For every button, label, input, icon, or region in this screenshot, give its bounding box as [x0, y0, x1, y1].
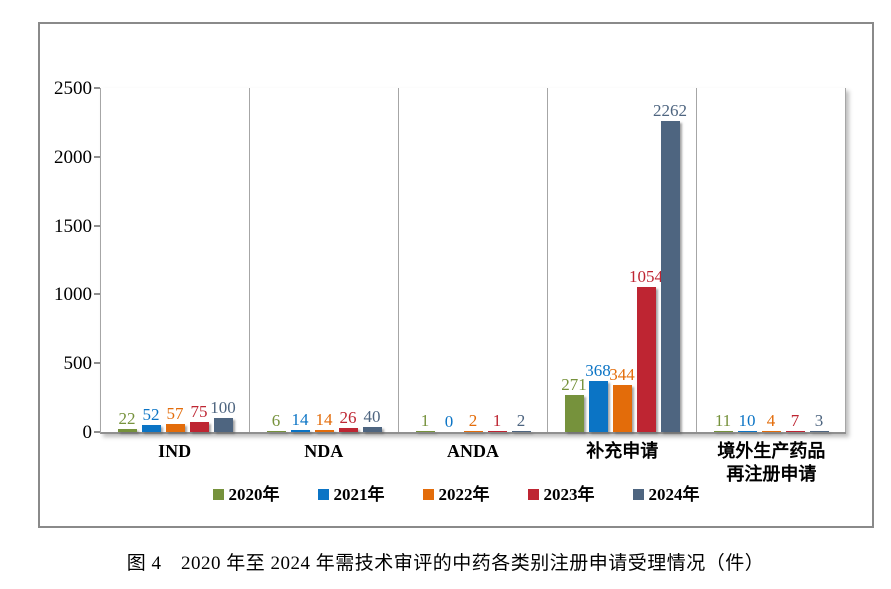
category-panel: 6 14 14 26 40	[250, 88, 399, 432]
bar: 4	[761, 412, 781, 432]
bar: 14	[314, 411, 334, 432]
category-panel: 271 368 344 1054 2262	[548, 88, 697, 432]
legend-swatch-icon	[527, 489, 539, 500]
bar: 3	[809, 412, 829, 432]
bar-value-label: 10	[738, 410, 756, 430]
bar: 14	[290, 411, 310, 432]
category-label: 境外生产药品 再注册申请	[717, 441, 826, 485]
legend-item: 2023年	[527, 485, 595, 504]
bar: 40	[362, 408, 382, 432]
legend-swatch-icon	[317, 489, 329, 500]
y-tick-mark	[94, 293, 100, 296]
bar: 7	[785, 412, 805, 432]
y-tick-label: 1000	[54, 284, 92, 306]
y-tick-mark	[94, 431, 100, 433]
bar-value-label: 6	[271, 411, 281, 430]
bar-value-label: 1	[420, 411, 430, 430]
legend-label: 2024年	[648, 485, 700, 504]
chart-frame: 0 500 1000 1500 2000 2500 22 52 57 75 100 6 14 14 26 4…	[38, 22, 874, 528]
bar-value-label: 2	[468, 411, 478, 430]
bar: 1054	[629, 268, 663, 432]
legend-label: 2020年	[228, 485, 280, 504]
bar-value-label: 14	[291, 410, 309, 430]
bar: 75	[189, 403, 209, 432]
category-label: ANDA	[447, 441, 499, 461]
bar: 100	[210, 399, 236, 432]
bar: 1	[487, 412, 507, 432]
category-panel: 11 10 4 7 3	[697, 88, 846, 432]
bar-value-label: 344	[609, 364, 635, 384]
category-panel: 22 52 57 75 100	[101, 88, 250, 432]
bar: 52	[141, 406, 161, 432]
bar: 6	[266, 412, 286, 432]
legend-label: 2021年	[333, 485, 385, 504]
y-tick-mark	[94, 87, 100, 89]
legend-item: 2021年	[317, 485, 385, 504]
bar: 2262	[653, 102, 687, 432]
bar-value-label: 57	[166, 404, 184, 424]
category-label: IND	[158, 441, 192, 461]
bar-value-label: 2	[516, 411, 526, 430]
bar-value-label: 3	[814, 411, 824, 430]
bar-value-label: 22	[118, 409, 136, 428]
bar: 2	[511, 412, 531, 432]
bar: 26	[338, 409, 358, 432]
y-tick-mark	[94, 362, 100, 365]
bar: 57	[165, 405, 185, 432]
legend-item: 2024年	[632, 485, 700, 504]
bar-value-label: 7	[790, 411, 800, 430]
category-label: 补充申请	[586, 441, 659, 461]
legend-item: 2022年	[422, 485, 490, 504]
legend-swatch-icon	[422, 489, 434, 500]
bar: 22	[117, 410, 137, 432]
bar-value-label: 0	[444, 412, 454, 431]
bar-value-label: 40	[363, 406, 381, 426]
bar-value-label: 52	[142, 404, 160, 424]
bar-value-label: 75	[190, 401, 208, 421]
legend-label: 2022年	[438, 485, 490, 504]
bar-value-label: 271	[561, 374, 587, 394]
bar: 10	[737, 412, 757, 432]
legend-label: 2023年	[543, 485, 595, 504]
bar: 2	[463, 412, 483, 432]
plot-area: 22 52 57 75 100 6 14 14 26 40 1 0 2 1 2 271 368 344 1054 22…	[100, 88, 846, 434]
bar-value-label: 26	[339, 408, 357, 428]
y-tick-label: 2500	[54, 78, 92, 99]
bar-value-label: 2262	[653, 100, 687, 120]
y-tick-label: 2000	[54, 146, 92, 168]
chart-legend: 2020年 2021年 2022年 2023年 2024年	[40, 486, 872, 503]
bar-value-label: 100	[210, 398, 236, 418]
legend-item: 2020年	[212, 485, 280, 504]
legend-swatch-icon	[632, 489, 644, 500]
bar: 344	[609, 366, 635, 432]
y-tick-mark	[94, 155, 100, 158]
bar-value-label: 1	[492, 411, 502, 430]
bar: 271	[561, 376, 587, 432]
x-axis-labels: IND NDA ANDA 补充申请 境外生产药品 再注册申请	[100, 440, 846, 487]
bar-value-label: 4	[766, 411, 776, 430]
figure-caption: 图 4 2020 年至 2024 年需技术审评的中药各类别注册申请受理情况（件）	[126, 553, 765, 574]
bar: 1	[415, 412, 435, 432]
bar-value-label: 1054	[629, 267, 663, 286]
category-label: NDA	[304, 441, 344, 461]
y-tick-label: 500	[63, 353, 93, 375]
y-tick-label: 0	[82, 422, 93, 443]
y-tick-label: 1500	[54, 215, 92, 237]
legend-swatch-icon	[212, 489, 224, 500]
bar-value-label: 368	[585, 361, 611, 381]
bar-value-label: 11	[714, 410, 732, 430]
bar: 368	[585, 362, 611, 432]
y-tick-mark	[94, 224, 100, 227]
bar-value-label: 14	[315, 410, 333, 430]
bar: 11	[713, 412, 733, 432]
